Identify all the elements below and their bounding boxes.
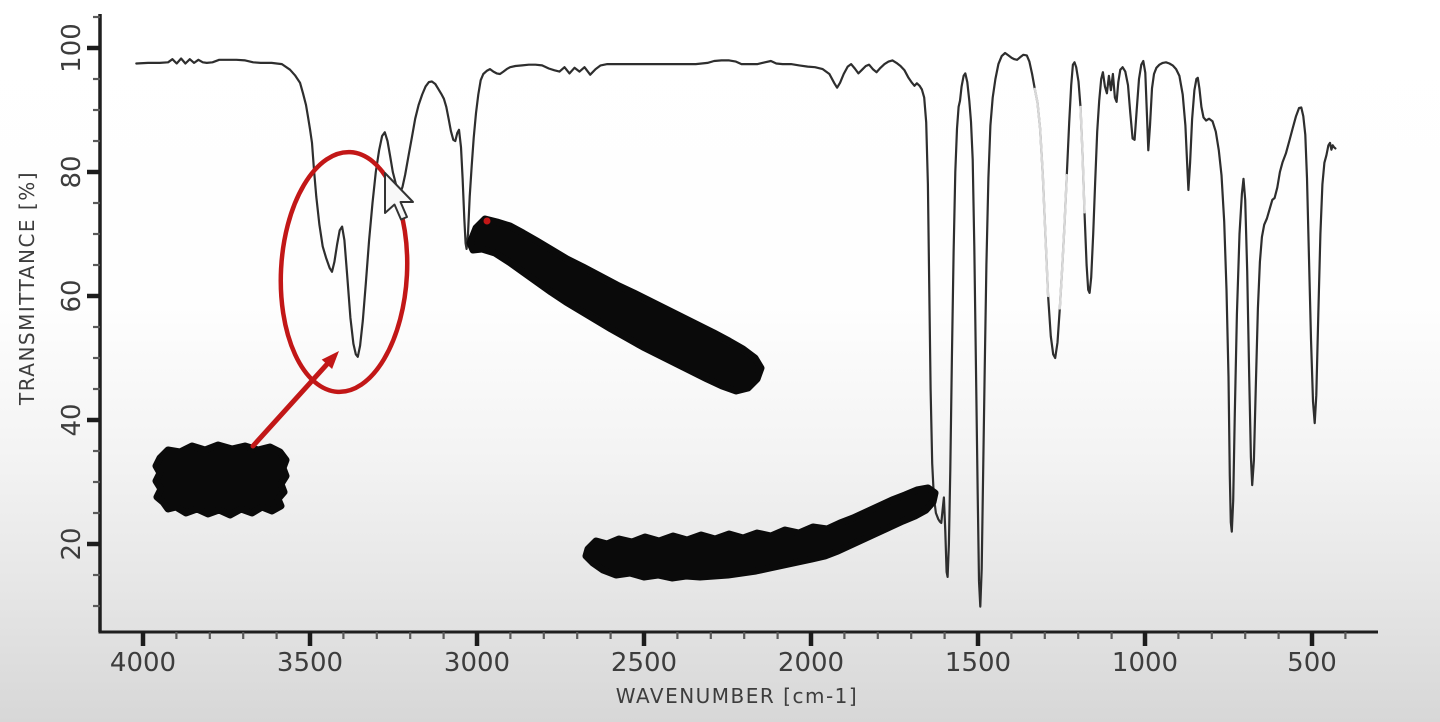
red-arrow-head [321, 351, 339, 369]
mouse-cursor-icon [384, 172, 414, 221]
red-speck [483, 217, 491, 225]
spectrum-curve [135, 51, 1337, 608]
x-tick-label: 1000 [1111, 648, 1179, 678]
x-tick-label: 4000 [109, 648, 177, 678]
x-tick-label: 500 [1287, 648, 1337, 678]
marker-scribble-bottom [582, 484, 939, 582]
marker-scribble-left [152, 441, 290, 519]
x-tick-label: 2500 [610, 648, 678, 678]
y-tick-label: 60 [57, 279, 87, 313]
y-tick-label: 40 [57, 403, 87, 437]
x-tick-label: 3500 [276, 648, 344, 678]
marker-scribble-middle [466, 215, 765, 395]
spectrum-curve-faded-segment [1079, 105, 1086, 214]
spectrum-curve-faded-segment [1033, 87, 1050, 298]
x-axis-title: WAVENUMBER [cm-1] [615, 684, 859, 708]
spectrum-curve-faded-segment [1058, 173, 1068, 310]
red-ellipse-annotation [278, 149, 410, 395]
x-tick-label: 1500 [944, 648, 1012, 678]
x-tick-label: 3000 [443, 648, 511, 678]
y-tick-label: 20 [57, 527, 87, 561]
x-tick-label: 2000 [777, 648, 845, 678]
y-tick-label: 80 [57, 155, 87, 189]
y-tick-label: 100 [57, 23, 87, 73]
red-arrow-shaft [250, 361, 330, 449]
y-axis-title: TRANSMITTANCE [%] [15, 170, 39, 406]
